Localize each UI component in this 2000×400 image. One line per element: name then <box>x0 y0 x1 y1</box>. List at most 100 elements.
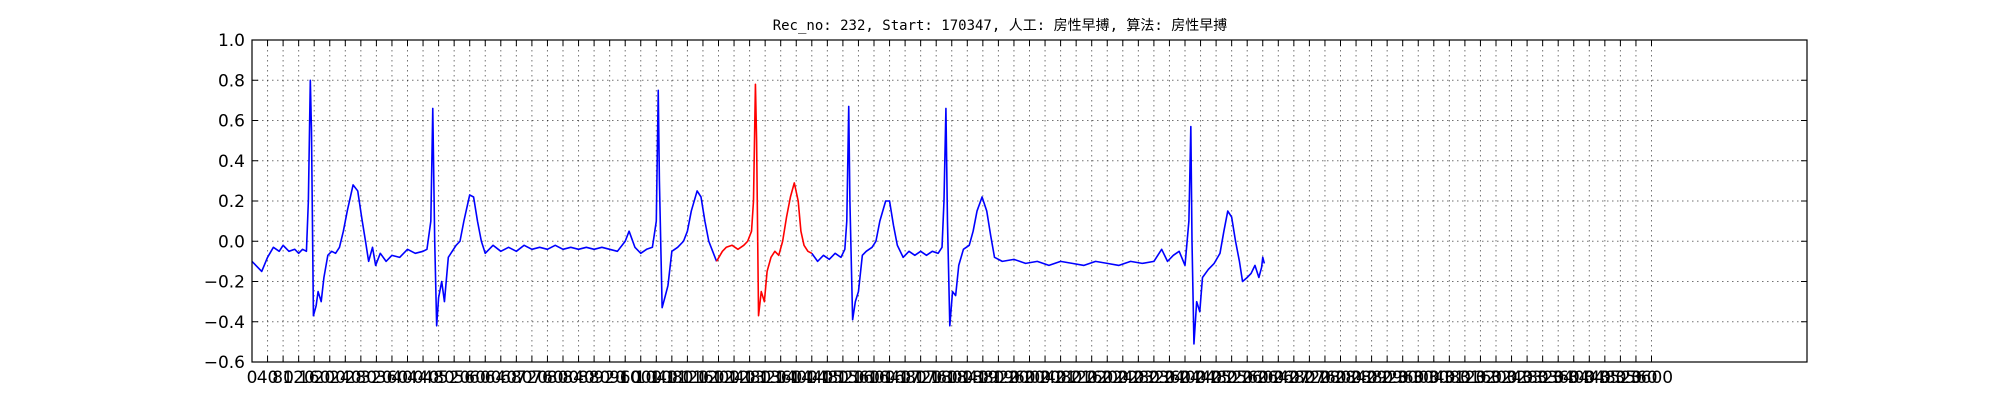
x-tick-label: 1600 <box>852 368 895 388</box>
x-tick-label: 2880 <box>1350 368 1393 388</box>
x-tick-label: 1520 <box>821 368 864 388</box>
x-tick-label: 120 <box>282 368 314 388</box>
x-tick-label: 2560 <box>1226 368 1269 388</box>
x-tick-label: 280 <box>345 368 377 388</box>
x-tick-label: 3280 <box>1505 368 1548 388</box>
x-tick-label: 1200 <box>697 368 740 388</box>
x-tick-label: 680 <box>500 368 532 388</box>
x-tick-label: 3320 <box>1521 368 1564 388</box>
x-tick-label: 2240 <box>1101 368 1144 388</box>
x-tick-label: 40 <box>257 368 279 388</box>
y-tick-label: −0.2 <box>204 273 245 293</box>
x-tick-label: 2960 <box>1381 368 1424 388</box>
x-tick-label: 3360 <box>1537 368 1580 388</box>
x-tick-label: 2080 <box>1039 368 1082 388</box>
x-tick-label: 3480 <box>1583 368 1626 388</box>
x-tick-label: 760 <box>531 368 563 388</box>
x-tick-label: 1040 <box>635 368 678 388</box>
x-tick-label: 1960 <box>992 368 1035 388</box>
x-tick-label: 360 <box>376 368 408 388</box>
ecg-series <box>251 79 1266 345</box>
x-tick-label: 0 <box>247 368 258 388</box>
x-tick-label: 1760 <box>915 368 958 388</box>
x-tick-label: 1360 <box>759 368 802 388</box>
ecg-series-line <box>251 79 718 327</box>
x-tick-label: 2600 <box>1241 368 1284 388</box>
x-tick-label: 2120 <box>1055 368 1098 388</box>
y-tick-label: 0.0 <box>218 232 245 252</box>
x-tick-label: 720 <box>516 368 548 388</box>
x-tick-label: 3160 <box>1459 368 1502 388</box>
y-tick-label: 0.6 <box>218 112 245 132</box>
x-tick-label: 1880 <box>961 368 1004 388</box>
x-tick-label: 1480 <box>806 368 849 388</box>
x-tick-label: 3560 <box>1614 368 1657 388</box>
y-axis-tick-labels: −0.6 −0.4 −0.2 0.0 0.2 0.4 0.6 0.8 1.0 <box>204 31 245 373</box>
x-tick-label: 2440 <box>1179 368 1222 388</box>
x-tick-label: 200 <box>314 368 346 388</box>
x-tick-label: 240 <box>329 368 361 388</box>
x-tick-label: 2760 <box>1303 368 1346 388</box>
x-tick-label: 2360 <box>1148 368 1191 388</box>
x-tick-label: 2800 <box>1319 368 1362 388</box>
x-tick-label: 1720 <box>899 368 942 388</box>
grid <box>252 40 1807 362</box>
x-tick-label: 2680 <box>1272 368 1315 388</box>
x-tick-label: 3400 <box>1552 368 1595 388</box>
x-tick-label: 1120 <box>666 368 709 388</box>
x-tick-label: 960 <box>609 368 641 388</box>
x-tick-label: 3120 <box>1443 368 1486 388</box>
x-tick-label: 1320 <box>744 368 787 388</box>
x-tick-label: 1560 <box>837 368 880 388</box>
ecg-series-line <box>715 83 813 317</box>
y-tick-label: 1.0 <box>218 31 245 51</box>
x-tick-label: 1440 <box>790 368 833 388</box>
x-tick-label: 1640 <box>868 368 911 388</box>
x-tick-label: 2720 <box>1288 368 1331 388</box>
x-tick-label: 2920 <box>1366 368 1409 388</box>
x-tick-label: 800 <box>547 368 579 388</box>
x-tick-label: 1920 <box>977 368 1020 388</box>
ecg-series-line <box>811 105 1266 345</box>
y-tick-label: −0.6 <box>204 353 245 373</box>
x-tick-label: 3080 <box>1428 368 1471 388</box>
x-tick-label: 80 <box>272 368 294 388</box>
x-tick-label: 880 <box>578 368 610 388</box>
x-tick-label: 3600 <box>1630 368 1673 388</box>
x-tick-label: 640 <box>485 368 517 388</box>
x-tick-label: 560 <box>453 368 485 388</box>
x-tick-label: 2480 <box>1194 368 1237 388</box>
x-tick-label: 3000 <box>1397 368 1440 388</box>
x-tick-label: 1840 <box>946 368 989 388</box>
x-tick-label: 840 <box>562 368 594 388</box>
x-tick-label: 2840 <box>1334 368 1377 388</box>
axis-ticks <box>251 39 1807 363</box>
x-tick-label: 400 <box>391 368 423 388</box>
y-tick-label: −0.4 <box>204 313 245 333</box>
x-tick-label: 1160 <box>681 368 724 388</box>
x-axis-tick-labels: 0 408012016020024028032036040044048052056… <box>247 368 1674 388</box>
y-tick-label: 0.2 <box>218 192 245 212</box>
x-tick-label: 3440 <box>1568 368 1611 388</box>
x-tick-label: 1680 <box>883 368 926 388</box>
x-tick-label: 2320 <box>1132 368 1175 388</box>
x-tick-label: 2520 <box>1210 368 1253 388</box>
x-tick-label: 920 <box>593 368 625 388</box>
x-tick-label: 2640 <box>1257 368 1300 388</box>
x-tick-label: 1240 <box>712 368 755 388</box>
x-tick-label: 600 <box>469 368 501 388</box>
x-tick-label: 2400 <box>1163 368 1206 388</box>
x-tick-label: 3240 <box>1490 368 1533 388</box>
x-tick-label: 1800 <box>930 368 973 388</box>
x-tick-label: 3040 <box>1412 368 1455 388</box>
x-tick-label: 2200 <box>1086 368 1129 388</box>
x-tick-label: 3200 <box>1474 368 1517 388</box>
x-tick-label: 2160 <box>1070 368 1113 388</box>
y-tick-label: 0.8 <box>218 71 245 91</box>
x-tick-label: 440 <box>407 368 439 388</box>
x-tick-label: 480 <box>422 368 454 388</box>
chart-title: Rec_no: 232, Start: 170347, 人工: 房性早搏, 算法… <box>773 17 1228 34</box>
x-tick-label: 1080 <box>650 368 693 388</box>
x-tick-label: 2000 <box>1008 368 1051 388</box>
